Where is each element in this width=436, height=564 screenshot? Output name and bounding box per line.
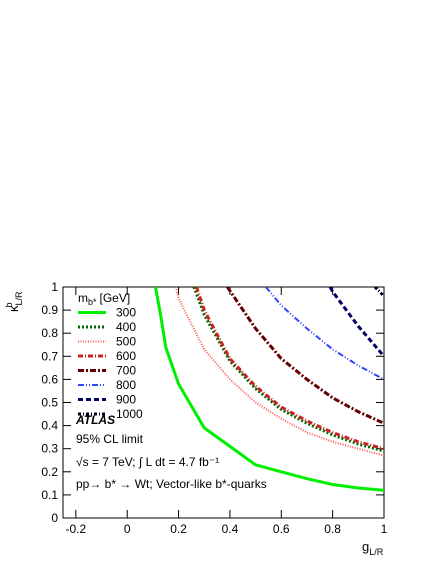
- series-line: [153, 287, 384, 492]
- y-tick-label: 0.7: [41, 349, 58, 363]
- x-tick-label: 0.6: [273, 522, 290, 536]
- legend-label: 600: [116, 349, 136, 363]
- y-tick-label: 0.6: [41, 372, 58, 386]
- y-tick-label: 0.2: [41, 465, 58, 479]
- legend-label: 800: [116, 378, 136, 392]
- series-line: [265, 287, 384, 381]
- x-axis-label: gL/R: [362, 539, 384, 557]
- series-line: [226, 287, 384, 425]
- x-tick-label: 1: [381, 522, 388, 536]
- legend-label: 900: [116, 393, 136, 407]
- x-tick-label: -0.2: [65, 522, 86, 536]
- legend-label: 300: [116, 306, 136, 320]
- y-tick-label: 0: [51, 511, 58, 525]
- annotation: ATLAS: [75, 413, 115, 427]
- y-tick-label: 0.1: [41, 488, 58, 502]
- y-label-subscript: L/R: [14, 291, 24, 306]
- legend-label: 400: [116, 320, 136, 334]
- y-tick-label: 1: [51, 280, 58, 294]
- legend-label: 1000: [116, 407, 143, 421]
- annotation: pp→ b* → Wt; Vector-like b*-quarks: [76, 477, 267, 491]
- series-line: [192, 287, 384, 453]
- y-label-superscript: b: [4, 302, 14, 307]
- annotation: 95% CL limit: [76, 432, 144, 446]
- legend-label: 700: [116, 364, 136, 378]
- x-tick-label: 0.4: [222, 522, 239, 536]
- x-tick-label: 0.8: [324, 522, 341, 536]
- series-line: [195, 287, 384, 451]
- series-line: [373, 287, 384, 298]
- legend-title-symbol: m: [78, 291, 88, 305]
- legend-title-subscript: b*: [88, 297, 97, 307]
- x-label-symbol: g: [362, 539, 369, 554]
- x-label-subscript: L/R: [369, 547, 384, 557]
- y-axis-label: κL/Rb: [4, 291, 24, 312]
- y-tick-label: 0.3: [41, 442, 58, 456]
- series-line: [175, 287, 384, 457]
- annotation: √s = 7 TeV; ∫ L dt = 4.7 fb⁻¹: [76, 455, 219, 469]
- y-tick-label: 0.5: [41, 396, 58, 410]
- y-label-symbol: κ: [6, 305, 21, 312]
- legend-label: 500: [116, 335, 136, 349]
- y-tick-label: 0.9: [41, 303, 58, 317]
- frame: [62, 286, 385, 519]
- legend-title: mb* [GeV]: [78, 291, 130, 307]
- series-line: [328, 287, 384, 358]
- y-tick-label: 0.4: [41, 419, 58, 433]
- y-tick-label: 0.8: [41, 326, 58, 340]
- legend-title-unit: [GeV]: [100, 291, 131, 305]
- x-tick-label: 0.2: [170, 522, 187, 536]
- x-tick-label: 0: [124, 522, 131, 536]
